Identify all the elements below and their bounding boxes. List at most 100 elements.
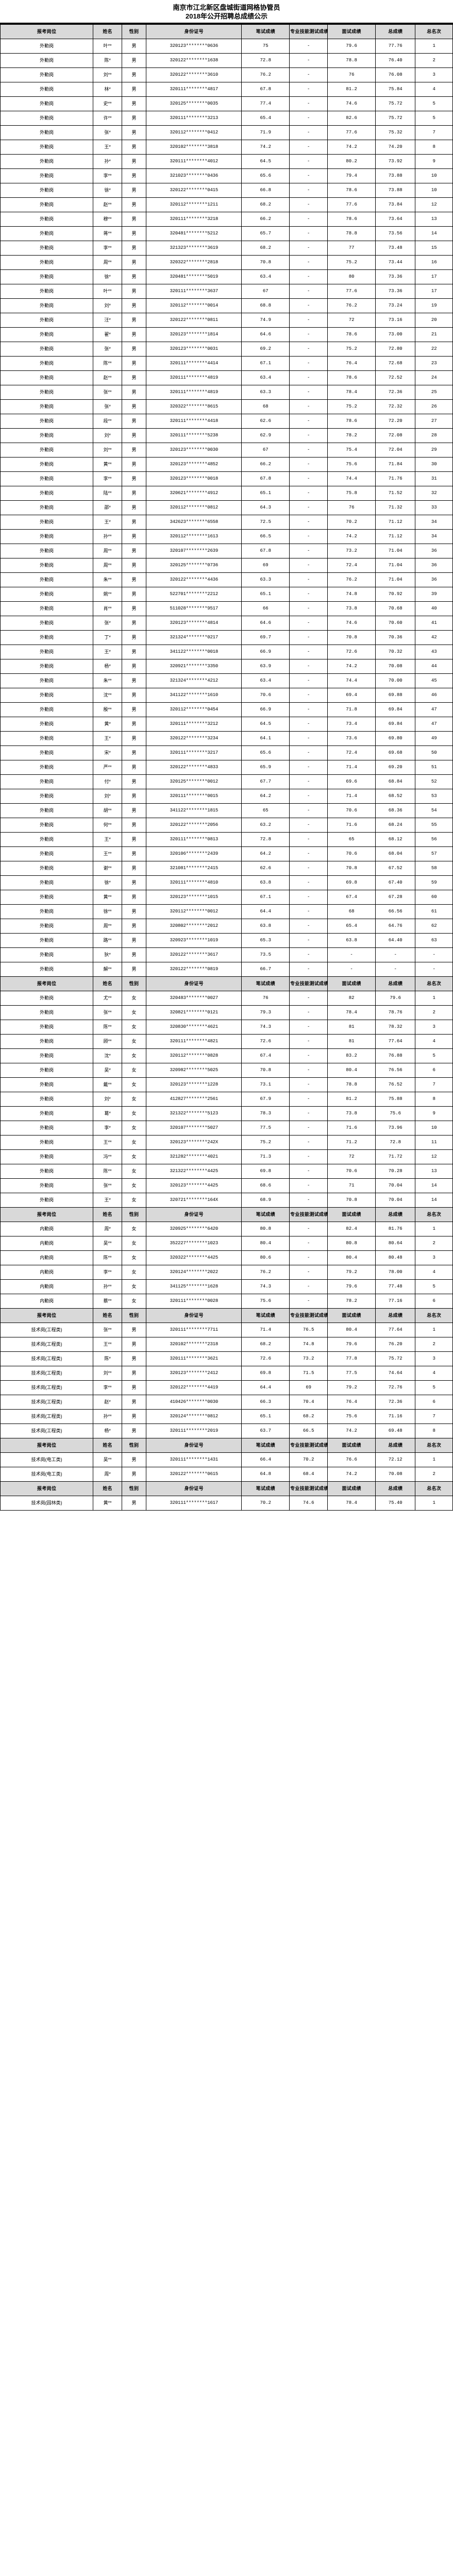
cell-interview: 71.4	[327, 789, 376, 804]
cell-interview: 72.4	[327, 558, 376, 573]
cell-interview: 76.4	[327, 356, 376, 371]
cell-skill: -	[289, 140, 328, 155]
cell-rank: 11	[415, 1135, 453, 1150]
cell-written: 70.8	[241, 1063, 290, 1078]
cell-rank: 12	[415, 1149, 453, 1164]
page-title-line-2: 2018年公开招聘总成绩公示	[186, 12, 267, 20]
cell-written: 63.9	[241, 659, 290, 674]
cell-interview: 72.6	[327, 645, 376, 659]
column-header-rank: 总名次	[415, 1438, 453, 1453]
cell-written: 65.1	[241, 486, 290, 501]
table-row: 外勤岗 王** 男 320106********2439 64.2-70.6 68.04 5…	[0, 846, 453, 861]
cell-id: 320322********2818	[146, 255, 242, 270]
cell-name: 尤**	[93, 991, 122, 1006]
cell-written: 62.9	[241, 428, 290, 443]
cell-interview: 75.2	[327, 255, 376, 270]
table-row: 外勤岗 翟* 男 320123********1814 64.6-78.6 73.00 21	[0, 327, 453, 342]
cell-id: 320483********0027	[146, 991, 242, 1006]
cell-interview: 72	[327, 1149, 376, 1164]
cell-post: 外勤岗	[0, 255, 94, 270]
cell-sex: 男	[121, 630, 147, 645]
table-row: 外勤岗 王* 男 320111********0813 72.8-65 68.12 56	[0, 832, 453, 847]
cell-name: 徐**	[93, 904, 122, 919]
cell-rank: 6	[415, 1395, 453, 1410]
cell-id: 321324********0217	[146, 630, 242, 645]
column-header-skill: 专业技能测试成绩	[289, 1207, 328, 1222]
cell-total: 77.16	[375, 1294, 416, 1309]
column-header-interview: 面试成绩	[327, 1481, 376, 1496]
cell-total: 71.16	[375, 1409, 416, 1424]
cell-id: 320111********5238	[146, 428, 242, 443]
column-header-name: 姓名	[93, 1207, 122, 1222]
cell-rank: 47	[415, 702, 453, 717]
cell-written: 64.2	[241, 789, 290, 804]
cell-sex: 女	[121, 1250, 147, 1265]
cell-name: 陈**	[93, 356, 122, 371]
cell-name: 王*	[93, 832, 122, 847]
cell-total: 68.12	[375, 832, 416, 847]
cell-skill: -	[289, 1265, 328, 1280]
cell-total: 76.40	[375, 53, 416, 68]
cell-interview: 78.6	[327, 370, 376, 385]
column-header-name: 姓名	[93, 24, 122, 39]
cell-interview: 70.6	[327, 803, 376, 818]
cell-total: 72.12	[375, 1452, 416, 1467]
cell-skill: -	[289, 1193, 328, 1208]
cell-sex: 男	[121, 197, 147, 212]
cell-interview: 71.8	[327, 702, 376, 717]
cell-post: 外勤岗	[0, 457, 94, 472]
cell-skill: -	[289, 659, 328, 674]
cell-total: 80.48	[375, 1250, 416, 1265]
cell-interview: 79.2	[327, 1380, 376, 1395]
cell-name: 戴**	[93, 1077, 122, 1092]
cell-skill: -	[289, 832, 328, 847]
cell-interview: 78.8	[327, 226, 376, 241]
cell-sex: 男	[121, 587, 147, 602]
cell-interview: 79.6	[327, 1279, 376, 1294]
cell-id: 320111********4819	[146, 385, 242, 400]
cell-skill: -	[289, 760, 328, 775]
table-row: 外勤岗 段** 男 320111********4418 62.6-78.6 72.20 2…	[0, 414, 453, 429]
cell-sex: 男	[121, 471, 147, 486]
cell-sex: 男	[121, 919, 147, 934]
table-row: 外勤岗 陈* 男 320122********1638 72.8-78.8 76.40 2	[0, 53, 453, 68]
cell-interview: 72	[327, 313, 376, 328]
cell-skill: -	[289, 356, 328, 371]
column-header-total: 总成绩	[375, 1481, 416, 1496]
cell-sex: 男	[121, 789, 147, 804]
cell-written: 71.9	[241, 125, 290, 140]
cell-written: 68.2	[241, 241, 290, 256]
table-row: 外勤岗 谢** 男 321081********2415 62.6-70.8 67.52 5…	[0, 861, 453, 876]
cell-id: 320122********3617	[146, 947, 242, 962]
cell-id: 320111********3621	[146, 1351, 242, 1366]
table-row: 外勤岗 严** 男 320122********4833 65.9-71.4 69.20 5…	[0, 760, 453, 775]
cell-name: 赵*	[93, 1395, 122, 1410]
cell-id: 320111********3218	[146, 212, 242, 227]
cell-total: -	[375, 962, 416, 977]
cell-name: 赵**	[93, 197, 122, 212]
column-header-written: 笔试成绩	[241, 976, 290, 991]
cell-rank: 54	[415, 803, 453, 818]
cell-post: 外勤岗	[0, 645, 94, 659]
cell-written: 63.2	[241, 818, 290, 833]
cell-name: 黄**	[93, 1496, 122, 1511]
cell-total: 70.28	[375, 1164, 416, 1179]
table-row: 外勤岗 张** 男 320111********4819 63.3-78.4 72.36 2…	[0, 385, 453, 400]
cell-skill: 76.5	[289, 1323, 328, 1337]
cell-post: 外勤岗	[0, 140, 94, 155]
cell-post: 技术岗(工程类)	[0, 1323, 94, 1337]
cell-interview: 71.6	[327, 1121, 376, 1136]
cell-id: 321323********3619	[146, 241, 242, 256]
cell-total: 71.52	[375, 486, 416, 501]
cell-id: 410426********0030	[146, 1395, 242, 1410]
cell-post: 外勤岗	[0, 558, 94, 573]
cell-name: 张*	[93, 125, 122, 140]
cell-total: 70.68	[375, 601, 416, 616]
column-header-skill: 专业技能测试成绩	[289, 24, 328, 39]
cell-sex: 男	[121, 645, 147, 659]
cell-total: 71.12	[375, 515, 416, 530]
cell-interview: 79.6	[327, 39, 376, 54]
cell-name: 王*	[93, 515, 122, 530]
table-row: 外勤岗 周** 男 320322********2818 70.8-75.2 73.44 1…	[0, 255, 453, 270]
cell-total: 74.64	[375, 1366, 416, 1381]
